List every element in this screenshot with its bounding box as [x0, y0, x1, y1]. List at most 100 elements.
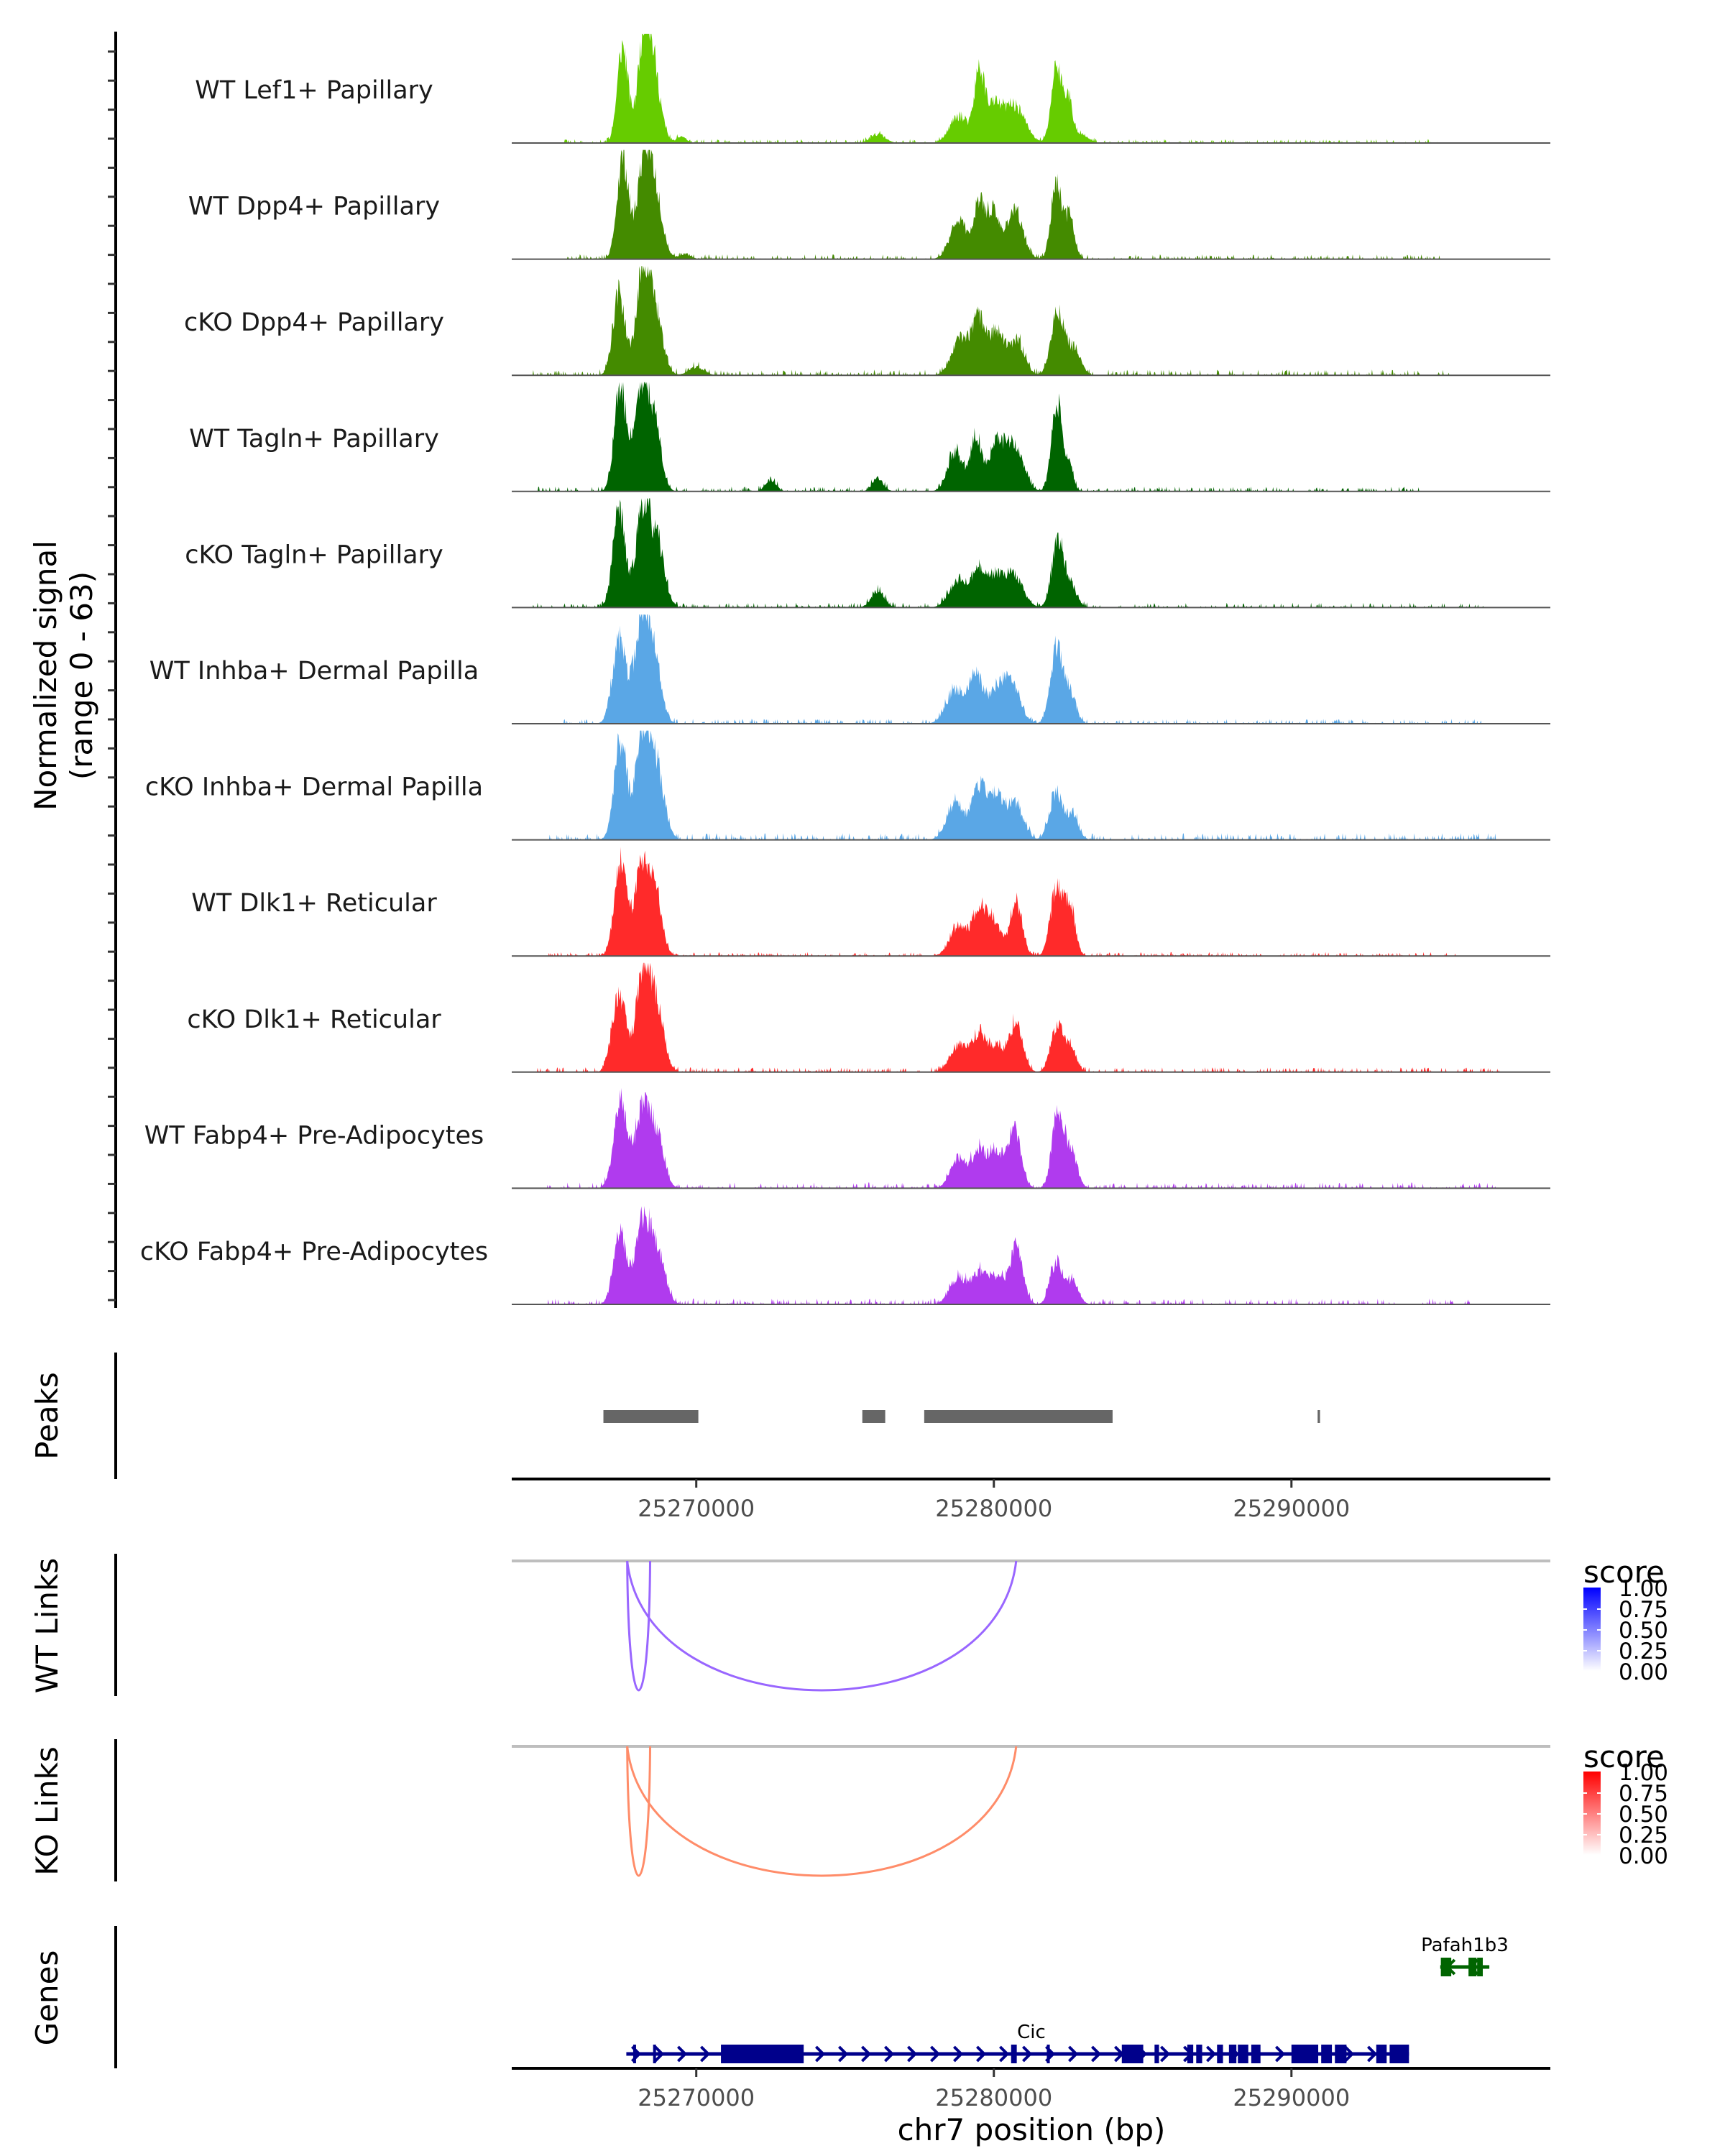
legend-tick-label: 1.00 [1619, 1760, 1668, 1786]
exon [1291, 2045, 1319, 2063]
exon [1468, 1958, 1477, 1976]
genes-panel: Genes Cic Pafah1b3 25270000 25280000 252900… [29, 1926, 1550, 2147]
strand-chevron [1366, 2045, 1378, 2063]
exon [1376, 2045, 1387, 2063]
track-label: cKO Inhba+ Dermal Papilla [145, 773, 483, 802]
exon [653, 2045, 656, 2063]
signal-area [512, 498, 1550, 608]
coverage-track: WT Inhba+ Dermal Papilla [150, 614, 1550, 724]
coverage-track: cKO Fabp4+ Pre-Adipocytes [140, 1206, 1550, 1305]
signal-area [512, 382, 1550, 492]
x-tick-label: 25280000 [935, 2084, 1052, 2111]
exon [1011, 2045, 1017, 2063]
link-arc [626, 1560, 652, 1692]
signal-area [512, 614, 1550, 724]
exon [632, 2045, 636, 2063]
peaks-panel: Peaks 25270000 25280000 25290000 [29, 1353, 1550, 1522]
legend-tick-label: 0.25 [1619, 1639, 1668, 1664]
wt-links-panel: WT Links [29, 1554, 1550, 1696]
legend-tick-label: 0.50 [1619, 1802, 1668, 1828]
coverage-track: WT Lef1+ Papillary [195, 34, 1550, 144]
ko-score-legend: score 1.000.750.500.250.00 [1583, 1739, 1668, 1869]
legend-tick-label: 1.00 [1619, 1576, 1668, 1602]
strand-chevron [1205, 2045, 1217, 2063]
coverage-track: cKO Tagln+ Papillary [185, 498, 1550, 609]
exon [1121, 2045, 1144, 2063]
exon [1046, 2045, 1050, 2063]
gene-name-label: Pafah1b3 [1421, 1935, 1509, 1956]
track-label: WT Fabp4+ Pre-Adipocytes [144, 1121, 484, 1150]
signal-area [512, 962, 1550, 1072]
x-tick-label: 25290000 [1233, 1495, 1350, 1522]
exon [1217, 2045, 1223, 2063]
coverage-track: cKO Dlk1+ Reticular [187, 962, 1550, 1073]
coverage-track: cKO Dpp4+ Papillary [184, 266, 1550, 377]
coverage-y-ticks [108, 50, 116, 1302]
exon [1477, 1958, 1484, 1976]
track-label: cKO Dlk1+ Reticular [187, 1005, 441, 1034]
coverage-track: WT Dlk1+ Reticular [191, 847, 1550, 957]
link-arc [626, 1746, 652, 1877]
gene-models: Cic Pafah1b3 [626, 1935, 1509, 2063]
strand-chevron [814, 2045, 826, 2063]
strand-chevron [676, 2045, 688, 2063]
signal-area [512, 1087, 1550, 1189]
wt-links-label: WT Links [29, 1558, 65, 1693]
coverage-y-axis-title-line1: Normalized signal [28, 540, 63, 811]
ko-link-arcs [626, 1746, 1018, 1877]
exon [721, 2045, 804, 2063]
peak-region [603, 1410, 699, 1423]
ko-links-panel: KO Links [29, 1739, 1550, 1881]
coverage-y-axis-title-line2: (range 0 - 63) [64, 571, 99, 780]
strand-chevron [1343, 2045, 1355, 2063]
strand-chevron [860, 2045, 872, 2063]
coverage-track: WT Fabp4+ Pre-Adipocytes [144, 1087, 1550, 1189]
track-label: WT Inhba+ Dermal Papilla [150, 657, 479, 686]
ko-legend-title: score [1583, 1739, 1665, 1774]
strand-chevron [929, 2045, 941, 2063]
exon [1335, 2045, 1347, 2063]
peaks-x-ticks: 25270000 25280000 25290000 [638, 1479, 1350, 1522]
x-tick-label: 25270000 [638, 1495, 755, 1522]
coverage-track: WT Dpp4+ Papillary [188, 149, 1550, 260]
strand-chevron [883, 2045, 895, 2063]
link-arc [626, 1560, 1018, 1692]
coverage-track: WT Tagln+ Papillary [189, 382, 1550, 492]
strand-chevron [653, 2045, 665, 2063]
exon [1187, 2045, 1194, 2063]
signal-area [512, 1206, 1550, 1304]
exon [1154, 2045, 1159, 2063]
link-arc [626, 1746, 1018, 1877]
legend-tick-label: 0.00 [1619, 1843, 1668, 1869]
exon [1196, 2045, 1202, 2063]
signal-area [512, 847, 1550, 957]
signal-area [512, 730, 1550, 840]
exon [1321, 2045, 1333, 2063]
coverage-tracks: WT Lef1+ Papillary WT Dpp4+ Papillary cKO … [140, 34, 1550, 1305]
peak-regions [603, 1410, 1320, 1423]
peak-region [924, 1410, 1113, 1423]
strand-chevron [1090, 2045, 1102, 2063]
strand-chevron [1021, 2045, 1033, 2063]
x-tick-label: 25270000 [638, 2084, 755, 2111]
wt-score-legend: score 1.000.750.500.250.00 [1583, 1554, 1668, 1685]
legend-tick-label: 0.25 [1619, 1823, 1668, 1848]
legend-tick-label: 0.75 [1619, 1597, 1668, 1623]
genes-x-ticks: 25270000 25280000 25290000 [638, 2068, 1350, 2111]
strand-chevron [837, 2045, 849, 2063]
strand-chevron [1067, 2045, 1079, 2063]
exon [1440, 1958, 1452, 1976]
exon [1238, 2045, 1248, 2063]
strand-chevron [975, 2045, 987, 2063]
strand-chevron [1159, 2045, 1171, 2063]
coverage-y-axis: Normalized signal (range 0 - 63) [28, 32, 117, 1308]
exon [1389, 2045, 1409, 2063]
peak-region [1317, 1410, 1320, 1423]
gene-name-label: Cic [1017, 2022, 1046, 2043]
exon [1228, 2045, 1237, 2063]
wt-legend-ticks: 1.000.750.500.250.00 [1583, 1576, 1668, 1685]
legend-tick-label: 0.50 [1619, 1618, 1668, 1644]
strand-chevron [952, 2045, 964, 2063]
strand-chevron [699, 2045, 711, 2063]
